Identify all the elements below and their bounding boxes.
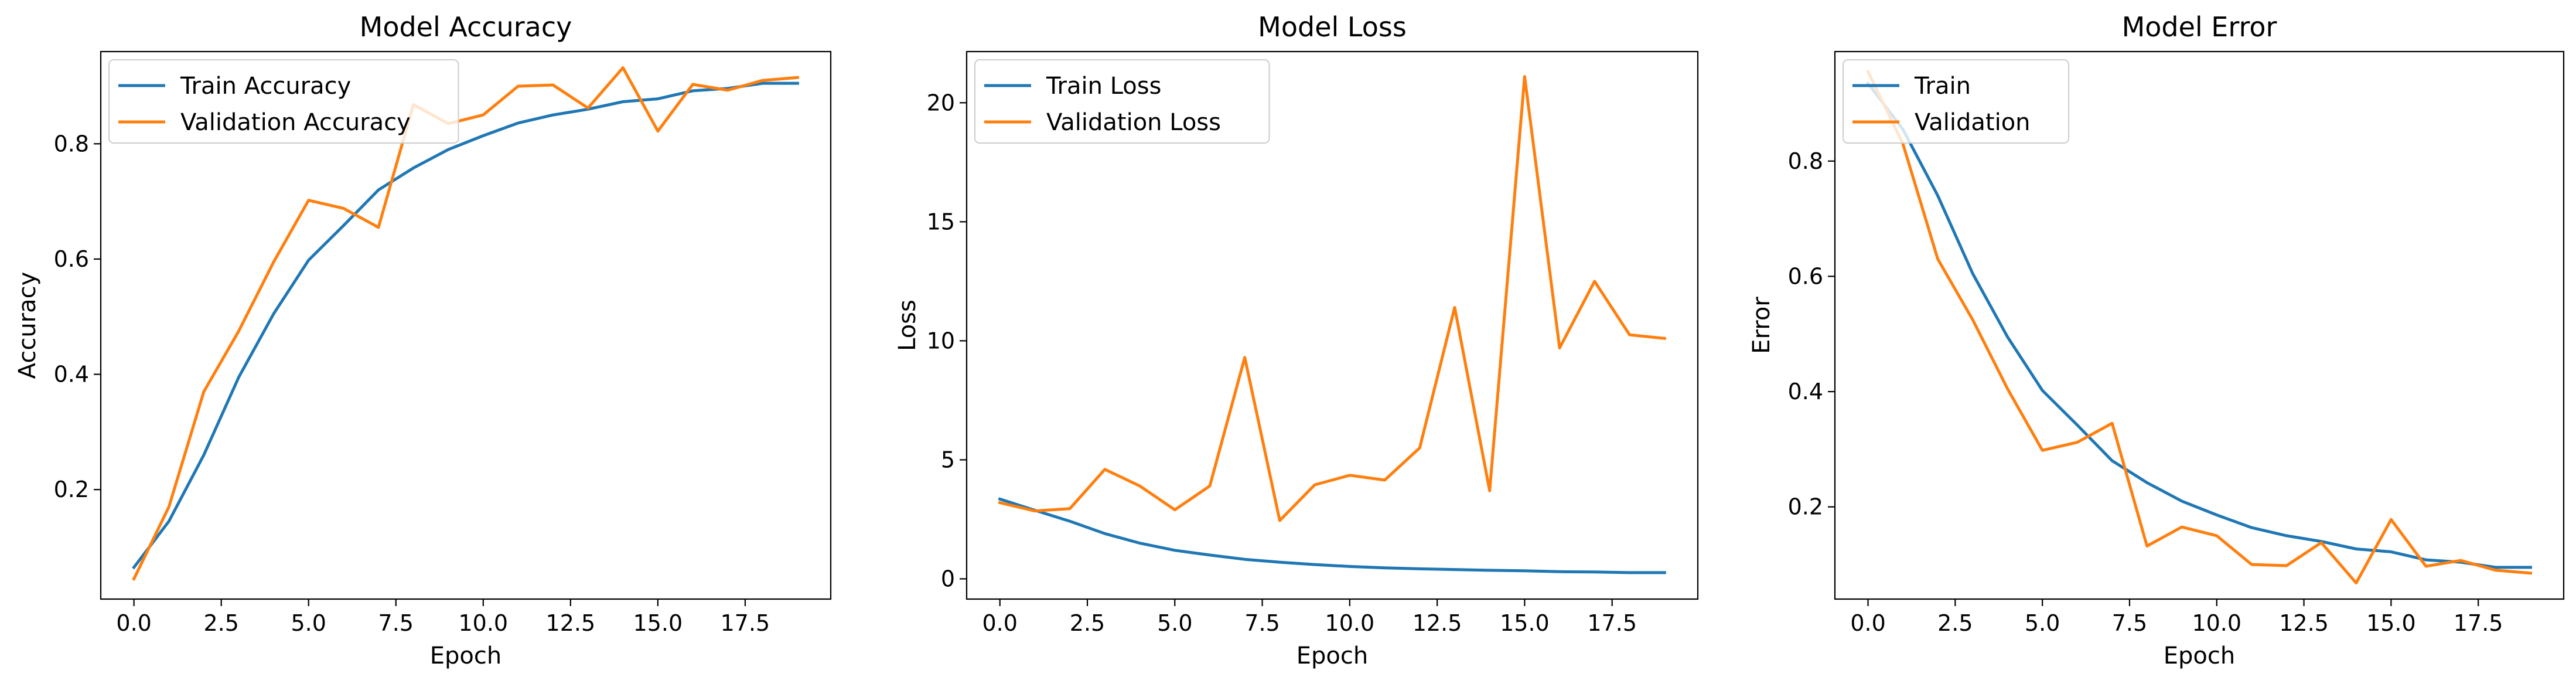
legend-box [974, 59, 1270, 144]
series-line-validation [1866, 70, 2533, 584]
legend-label: Train [1914, 73, 1971, 100]
series-line-train [132, 81, 799, 570]
x-tick-label: 5.0 [291, 610, 326, 636]
x-axis-label: Epoch [2164, 642, 2235, 669]
x-tick-label: 10.0 [2192, 610, 2241, 636]
x-axis: 0.0 2.5 5.0 7.5 10.0 12.5 15.0 17.5 [982, 599, 1637, 636]
x-tick-label: 0.0 [1850, 610, 1885, 636]
y-tick-label: 0.4 [54, 362, 89, 387]
x-tick-label: 5.0 [1157, 610, 1192, 636]
chart-panel-1: Model Accuracy 0.0 2.5 5.0 7.5 10.0 12.5 15.0 17… [14, 11, 832, 669]
chart-title: Model Error [2122, 11, 2277, 43]
legend-label: Validation [1915, 109, 2031, 136]
series-group [132, 66, 800, 581]
x-tick-label: 10.0 [459, 610, 509, 636]
x-tick-label: 7.5 [1244, 610, 1280, 636]
series-group [998, 75, 1667, 574]
x-tick-label: 7.5 [378, 610, 414, 636]
legend-label: Train Loss [1046, 73, 1161, 100]
y-axis: 0.2 0.4 0.6 0.8 [1788, 148, 1835, 520]
y-axis-label: Accuracy [14, 272, 41, 379]
x-tick-label: 12.5 [546, 610, 596, 636]
chart-title: Model Accuracy [360, 11, 572, 43]
legend: Train Accuracy Validation Accuracy [108, 59, 459, 144]
x-tick-label: 10.0 [1325, 610, 1375, 636]
x-tick-label: 17.5 [721, 610, 770, 636]
y-axis: 0.2 0.4 0.6 0.8 [54, 131, 101, 502]
x-axis-label: Epoch [1296, 642, 1368, 669]
x-tick-label: 2.5 [203, 610, 238, 636]
x-tick-label: 15.0 [2366, 610, 2416, 636]
x-tick-label: 15.0 [1500, 610, 1550, 636]
x-tick-label: 15.0 [633, 610, 683, 636]
x-tick-label: 2.5 [1937, 610, 1973, 636]
chart-panel-3: Model Error 0.0 2.5 5.0 7.5 10.0 12.5 15.0 17.5 E… [1748, 11, 2565, 669]
x-tick-label: 0.0 [116, 610, 151, 636]
x-axis: 0.0 2.5 5.0 7.5 10.0 12.5 15.0 17.5 [116, 599, 770, 636]
plot-frame [100, 50, 832, 600]
x-tick-label: 7.5 [2112, 610, 2147, 636]
legend-label: Train Accuracy [180, 73, 351, 100]
x-axis-label: Epoch [430, 642, 501, 669]
y-tick-label: 0.8 [54, 131, 89, 157]
legend-box [108, 59, 459, 144]
legend-label: Validation Accuracy [180, 109, 411, 136]
legend-label: Validation Loss [1046, 109, 1221, 136]
legend: Train Validation [1843, 59, 2069, 144]
x-tick-label: 12.5 [1412, 610, 1462, 636]
y-tick-label: 15 [927, 209, 955, 234]
legend: Train Loss Validation Loss [974, 59, 1270, 144]
x-tick-label: 17.5 [1587, 610, 1637, 636]
x-tick-label: 17.5 [2454, 610, 2503, 636]
y-tick-label: 20 [927, 90, 955, 115]
y-tick-label: 0 [941, 566, 955, 591]
x-axis: 0.0 2.5 5.0 7.5 10.0 12.5 15.0 17.5 [1850, 599, 2503, 636]
y-tick-label: 0.6 [54, 246, 89, 272]
x-tick-label: 12.5 [2279, 610, 2329, 636]
y-tick-label: 0.8 [1788, 148, 1823, 174]
y-tick-label: 0.2 [54, 477, 89, 502]
series-line-train [1865, 81, 2532, 569]
plot-frame [1834, 50, 2565, 600]
series-line-train [998, 497, 1666, 574]
y-tick-label: 0.2 [1788, 494, 1823, 520]
chart-panel-2: Model Loss 0.0 2.5 5.0 7.5 10.0 12.5 15.0 17.5 Ep… [894, 11, 1699, 669]
y-tick-label: 0.6 [1788, 263, 1823, 289]
series-group [1865, 70, 2533, 584]
x-tick-label: 2.5 [1070, 610, 1105, 636]
legend-box [1843, 59, 2069, 144]
chart-title: Model Loss [1258, 11, 1407, 43]
y-axis: 0 5 10 15 20 [927, 90, 967, 591]
x-tick-label: 0.0 [982, 610, 1018, 636]
x-tick-label: 5.0 [2025, 610, 2060, 636]
y-axis-label: Error [1748, 297, 1775, 354]
y-tick-label: 5 [941, 447, 955, 472]
y-tick-label: 10 [927, 328, 955, 353]
plot-frame [965, 50, 1699, 600]
y-axis-label: Loss [894, 300, 921, 351]
series-line-validation [132, 66, 800, 581]
y-tick-label: 0.4 [1788, 379, 1823, 404]
series-line-validation [998, 75, 1667, 522]
